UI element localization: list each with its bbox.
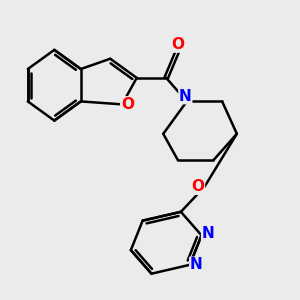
Text: N: N [190, 257, 203, 272]
Text: O: O [191, 179, 205, 194]
Text: O: O [172, 37, 184, 52]
Text: N: N [179, 88, 192, 104]
Text: N: N [202, 226, 214, 242]
Text: O: O [121, 97, 134, 112]
